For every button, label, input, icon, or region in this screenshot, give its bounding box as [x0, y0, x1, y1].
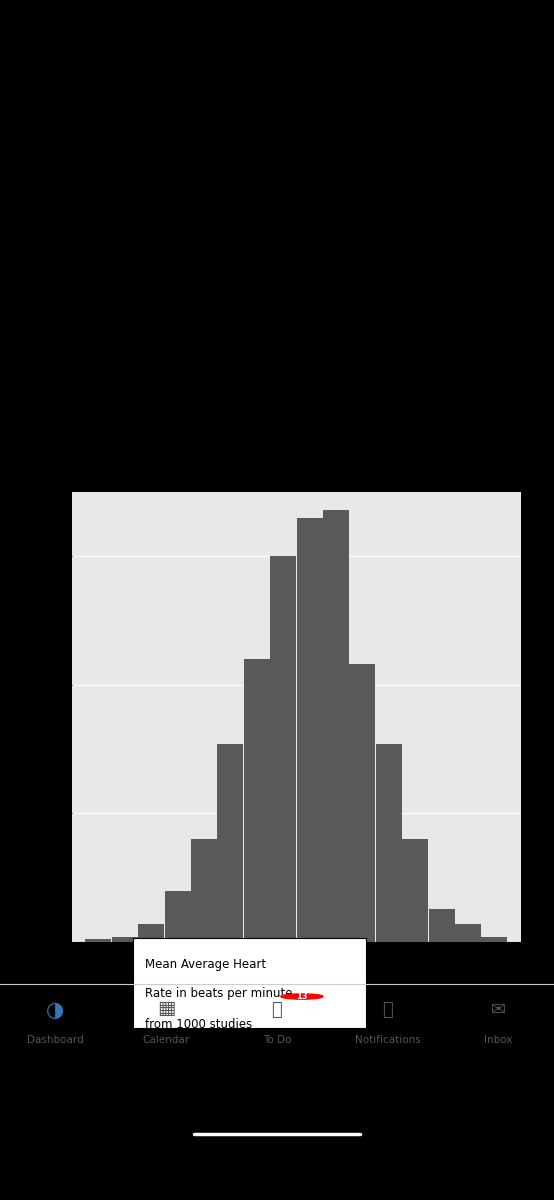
Text: 13: 13 [296, 992, 307, 1001]
Text: Dashboard: Dashboard [27, 1036, 84, 1045]
Bar [218, 744, 243, 942]
Text: Simulation-Based Bootstrap Distribution: Simulation-Based Bootstrap Distribution [72, 475, 323, 488]
Text: 📋: 📋 [271, 1002, 283, 1020]
Bar [165, 890, 191, 942]
Text: Notifications: Notifications [355, 1036, 420, 1045]
Y-axis label: count: count [23, 700, 37, 734]
Bar [191, 839, 217, 942]
Bar [270, 557, 296, 942]
Text: We are 95% confident that the average heart rate of a person is between: We are 95% confident that the average he… [28, 385, 491, 398]
Bar [85, 940, 111, 942]
Text: in the spaces provided. Round to one decimal: ex: 98.2: in the spaces provided. Round to one dec… [28, 254, 392, 268]
Bar [481, 937, 507, 942]
Text: from 1000 studies: from 1000 studies [145, 1018, 252, 1031]
Bar [112, 937, 138, 942]
Text: Rate in beats per minute: Rate in beats per minute [145, 986, 292, 1000]
Text: ✉: ✉ [491, 1002, 506, 1020]
Bar [138, 924, 164, 942]
Text: Inbox: Inbox [484, 1036, 513, 1045]
Circle shape [281, 994, 323, 1000]
Text: The histogram visualizes the results of doing one thousand studies just like: The histogram visualizes the results of … [28, 298, 505, 311]
Text: above.: above. [28, 342, 69, 355]
Text: e. Use the histogram below to build a 95% confidence interval of: e. Use the histogram below to build a 95… [28, 167, 440, 180]
Text: Mean Average Heart: Mean Average Heart [145, 958, 266, 971]
Bar [429, 908, 454, 942]
Text: ▦: ▦ [157, 998, 176, 1018]
Bar [323, 510, 349, 942]
Text: ◑: ◑ [47, 1001, 64, 1020]
Bar [402, 839, 428, 942]
Bar [244, 659, 270, 942]
Bar [296, 517, 322, 942]
Text: the average heart rate of a person. Put your two numbers below: the average heart rate of a person. Put … [28, 210, 453, 223]
Bar [376, 744, 402, 942]
Bar [455, 924, 481, 942]
Text: _____________ and _________________: _____________ and _________________ [28, 430, 247, 443]
Text: 🔔: 🔔 [382, 1002, 393, 1020]
Text: Calendar: Calendar [142, 1036, 190, 1045]
Bar [350, 665, 375, 942]
Text: To Do: To Do [263, 1036, 291, 1045]
